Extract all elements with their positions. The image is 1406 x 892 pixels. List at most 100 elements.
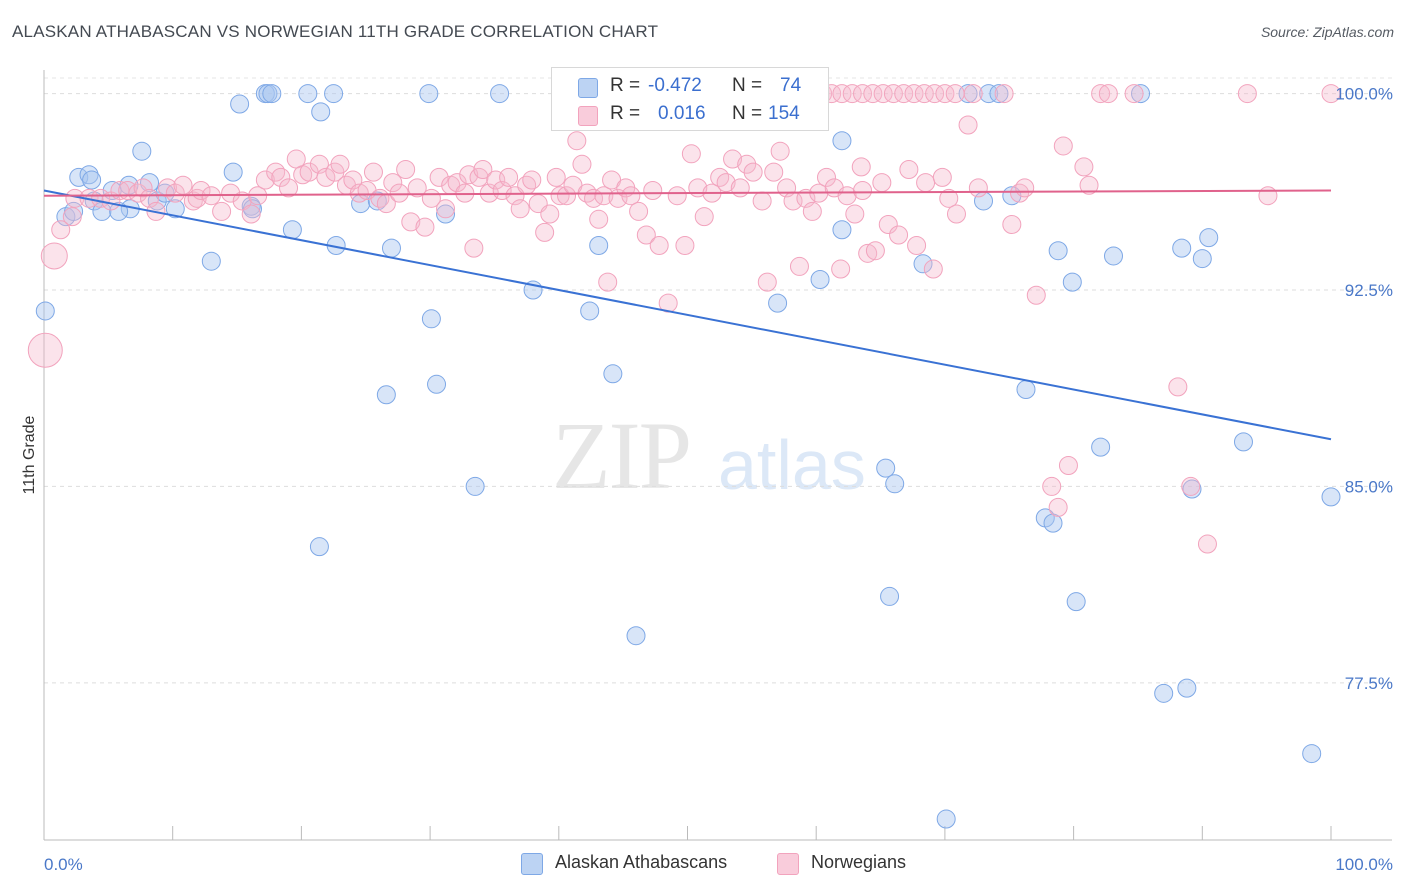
point-norwegian [1002,215,1022,235]
point-norwegian [851,157,871,177]
point-norwegian [802,201,822,221]
point-norwegian [349,183,369,203]
watermark-zip: ZIP [552,402,692,509]
legend-n-label: N = [732,103,763,124]
legend-swatch-norwegian [578,106,598,126]
point-norwegian [629,201,649,221]
point-athabascan [1062,272,1082,292]
point-athabascan [223,162,243,182]
point-athabascan [1016,380,1036,400]
point-norwegian [1181,476,1201,496]
point-athabascan [1199,228,1219,248]
point-norwegian [1237,84,1257,104]
point-athabascan [768,293,788,313]
point-norwegian [968,178,988,198]
point-norwegian [1015,178,1035,198]
point-norwegian [757,272,777,292]
point-athabascan [427,374,447,394]
point-norwegian [316,167,336,187]
point-norwegian [389,183,409,203]
legend-r-label: R = [610,75,641,96]
point-norwegian [963,84,983,104]
point-athabascan [419,84,439,104]
point-athabascan [1091,437,1111,457]
point-norwegian [128,183,148,203]
point-norwegian [752,191,772,211]
point-norwegian [873,84,893,104]
point-athabascan [1177,678,1197,698]
point-athabascan [165,199,185,219]
point-athabascan [1131,84,1151,104]
point-athabascan [880,586,900,606]
chart-title: ALASKAN ATHABASCAN VS NORWEGIAN 11TH GRA… [12,22,659,41]
point-norwegian [681,144,701,164]
point-athabascan [324,84,344,104]
point-athabascan [381,238,401,258]
point-norwegian [232,191,252,211]
axis-labels: 77.5% 85.0% 92.5% 100.0% 0.0% 100.0% 11th Grad… [21,85,1393,874]
point-norwegian [173,175,193,195]
point-norwegian [383,173,403,193]
point-athabascan [311,102,331,122]
point-norwegian [27,332,63,368]
trend-lines [43,189,1332,441]
point-norwegian [429,167,449,187]
point-athabascan [1302,744,1322,764]
point-norwegian [694,207,714,227]
point-norwegian [522,170,542,190]
point-norwegian [935,84,955,104]
point-norwegian [907,235,927,255]
point-norwegian [730,178,750,198]
source-label: Source: ZipAtlas.com [1260,24,1394,40]
point-norwegian [737,154,757,174]
y-tick-label: 77.5% [1345,674,1393,693]
point-norwegian [916,173,936,193]
point-norwegian [899,160,919,180]
point-norwegian [363,162,383,182]
data-points [27,84,1341,829]
point-norwegian [1074,157,1094,177]
point-norwegian [550,186,570,206]
point-athabascan [1233,432,1253,452]
point-norwegian [994,84,1014,104]
point-norwegian [643,180,663,200]
trend-line-athabascan [43,189,1332,441]
point-athabascan [147,191,167,211]
point-athabascan [979,84,999,104]
point-norwegian [723,149,743,169]
bottom-legend-label: Norwegians [811,852,907,872]
point-norwegian [831,259,851,279]
legend-row-athabascan: R = -0.472 N = 74 [552,73,828,101]
point-norwegian [165,183,185,203]
point-athabascan [490,84,510,104]
point-norwegian [1098,84,1118,104]
point-athabascan [936,809,956,829]
watermark-atlas: atlas [718,426,866,504]
point-norwegian [51,220,71,240]
point-norwegian [594,186,614,206]
bottom-legend-swatch [777,853,799,875]
point-norwegian [770,141,790,161]
point-norwegian [832,84,852,104]
y-tick-label: 100.0% [1335,85,1393,104]
point-athabascan [421,309,441,329]
point-norwegian [1048,497,1068,517]
point-athabascan [1321,487,1341,507]
point-norwegian [894,84,914,104]
point-athabascan [810,270,830,290]
legend-r-value: -0.472 [648,75,702,96]
point-norwegian [923,259,943,279]
point-norwegian [62,207,82,227]
x-tick-label-min: 0.0% [44,855,83,874]
point-athabascan [1172,238,1192,258]
point-norwegian [1091,84,1111,104]
point-norwegian [567,131,587,151]
point-norwegian [853,180,873,200]
point-athabascan [82,170,102,190]
point-norwegian [499,167,519,187]
point-norwegian [1010,183,1030,203]
point-norwegian [636,225,656,245]
point-athabascan [1192,249,1212,269]
point-athabascan [465,476,485,496]
